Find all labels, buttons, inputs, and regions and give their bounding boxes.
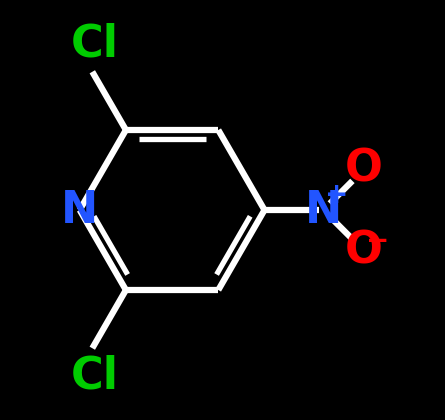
- Text: +: +: [325, 181, 348, 209]
- Text: Cl: Cl: [70, 23, 118, 66]
- Text: −: −: [366, 228, 389, 255]
- Text: O: O: [345, 229, 383, 272]
- Text: N: N: [61, 189, 98, 231]
- Text: O: O: [345, 148, 383, 191]
- Text: N: N: [305, 189, 342, 231]
- Text: Cl: Cl: [70, 354, 118, 397]
